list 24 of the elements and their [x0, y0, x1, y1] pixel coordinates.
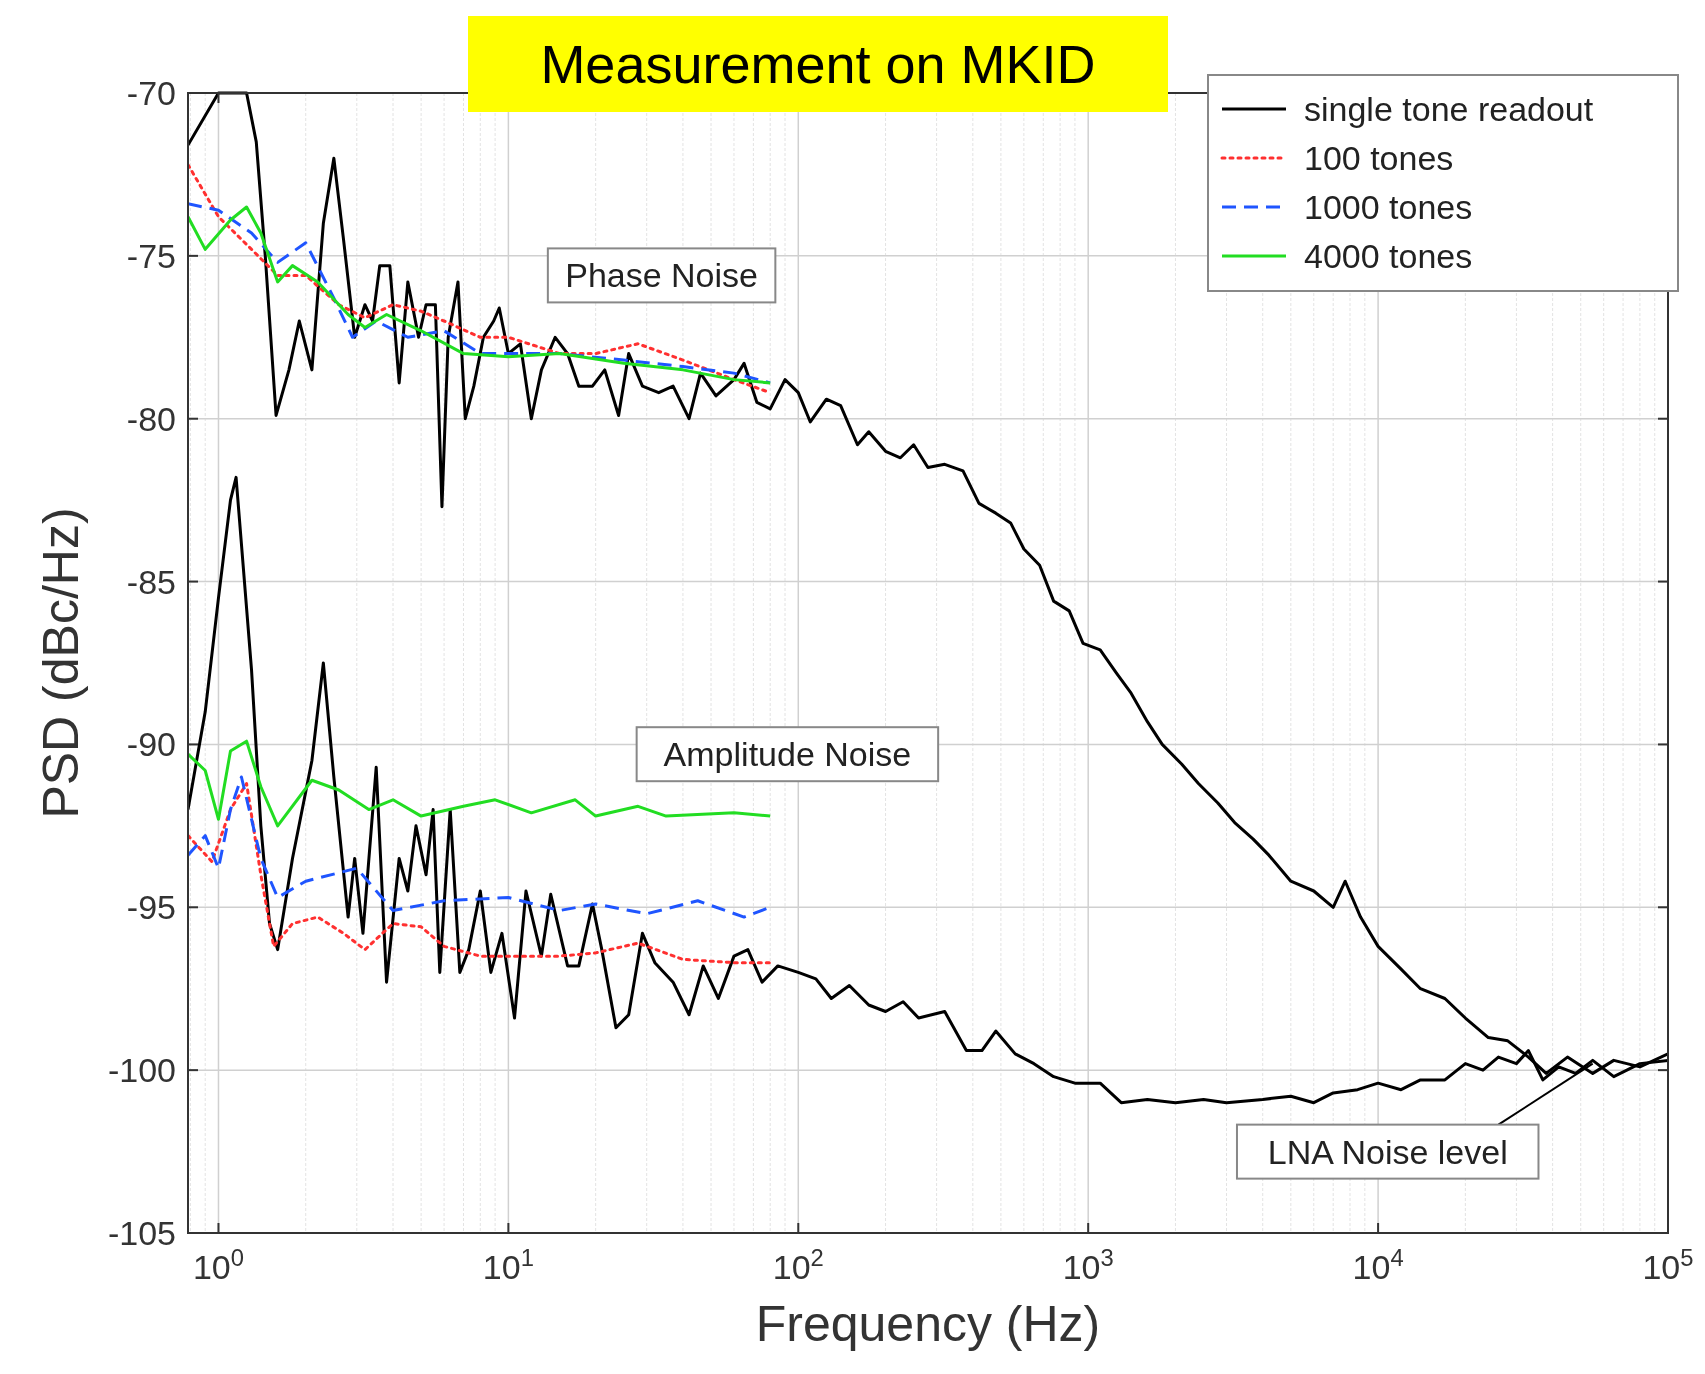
legend-label: 4000 tones [1304, 237, 1473, 275]
x-tick-label: 10$^{2}$ [772, 1243, 824, 1286]
y-axis-title: PSD (dBc/Hz) [33, 507, 89, 819]
annotation: LNA Noise level [1267, 1132, 1508, 1171]
x-tick-label: 10$^{1}$ [482, 1243, 534, 1286]
x-tick-label: 10$^{0}$ [192, 1243, 245, 1286]
annotation: Phase Noise [565, 256, 758, 295]
x-tick-label: 10$^{5}$ [1642, 1243, 1694, 1286]
annotation: Amplitude Noise [663, 735, 912, 774]
legend-label: single tone readout [1304, 90, 1594, 128]
y-tick-label: -100 [107, 1051, 176, 1090]
y-tick-label: -105 [107, 1214, 176, 1252]
y-tick-label: -90 [126, 725, 176, 764]
chart-title: Measurement on MKID [540, 34, 1096, 94]
y-tick-label: -85 [126, 562, 176, 601]
x-axis-title: Frequency (Hz) [755, 1296, 1101, 1352]
legend-label: 1000 tones [1304, 188, 1473, 226]
x-tick-label: 10$^{4}$ [1352, 1243, 1404, 1286]
y-tick-label: -80 [126, 399, 176, 438]
y-tick-label: -75 [126, 236, 176, 275]
y-tick-label: -70 [126, 74, 176, 112]
legend-label: 100 tones [1304, 139, 1454, 177]
y-tick-label: -95 [126, 888, 176, 927]
x-tick-label: 10$^{3}$ [1062, 1243, 1114, 1286]
